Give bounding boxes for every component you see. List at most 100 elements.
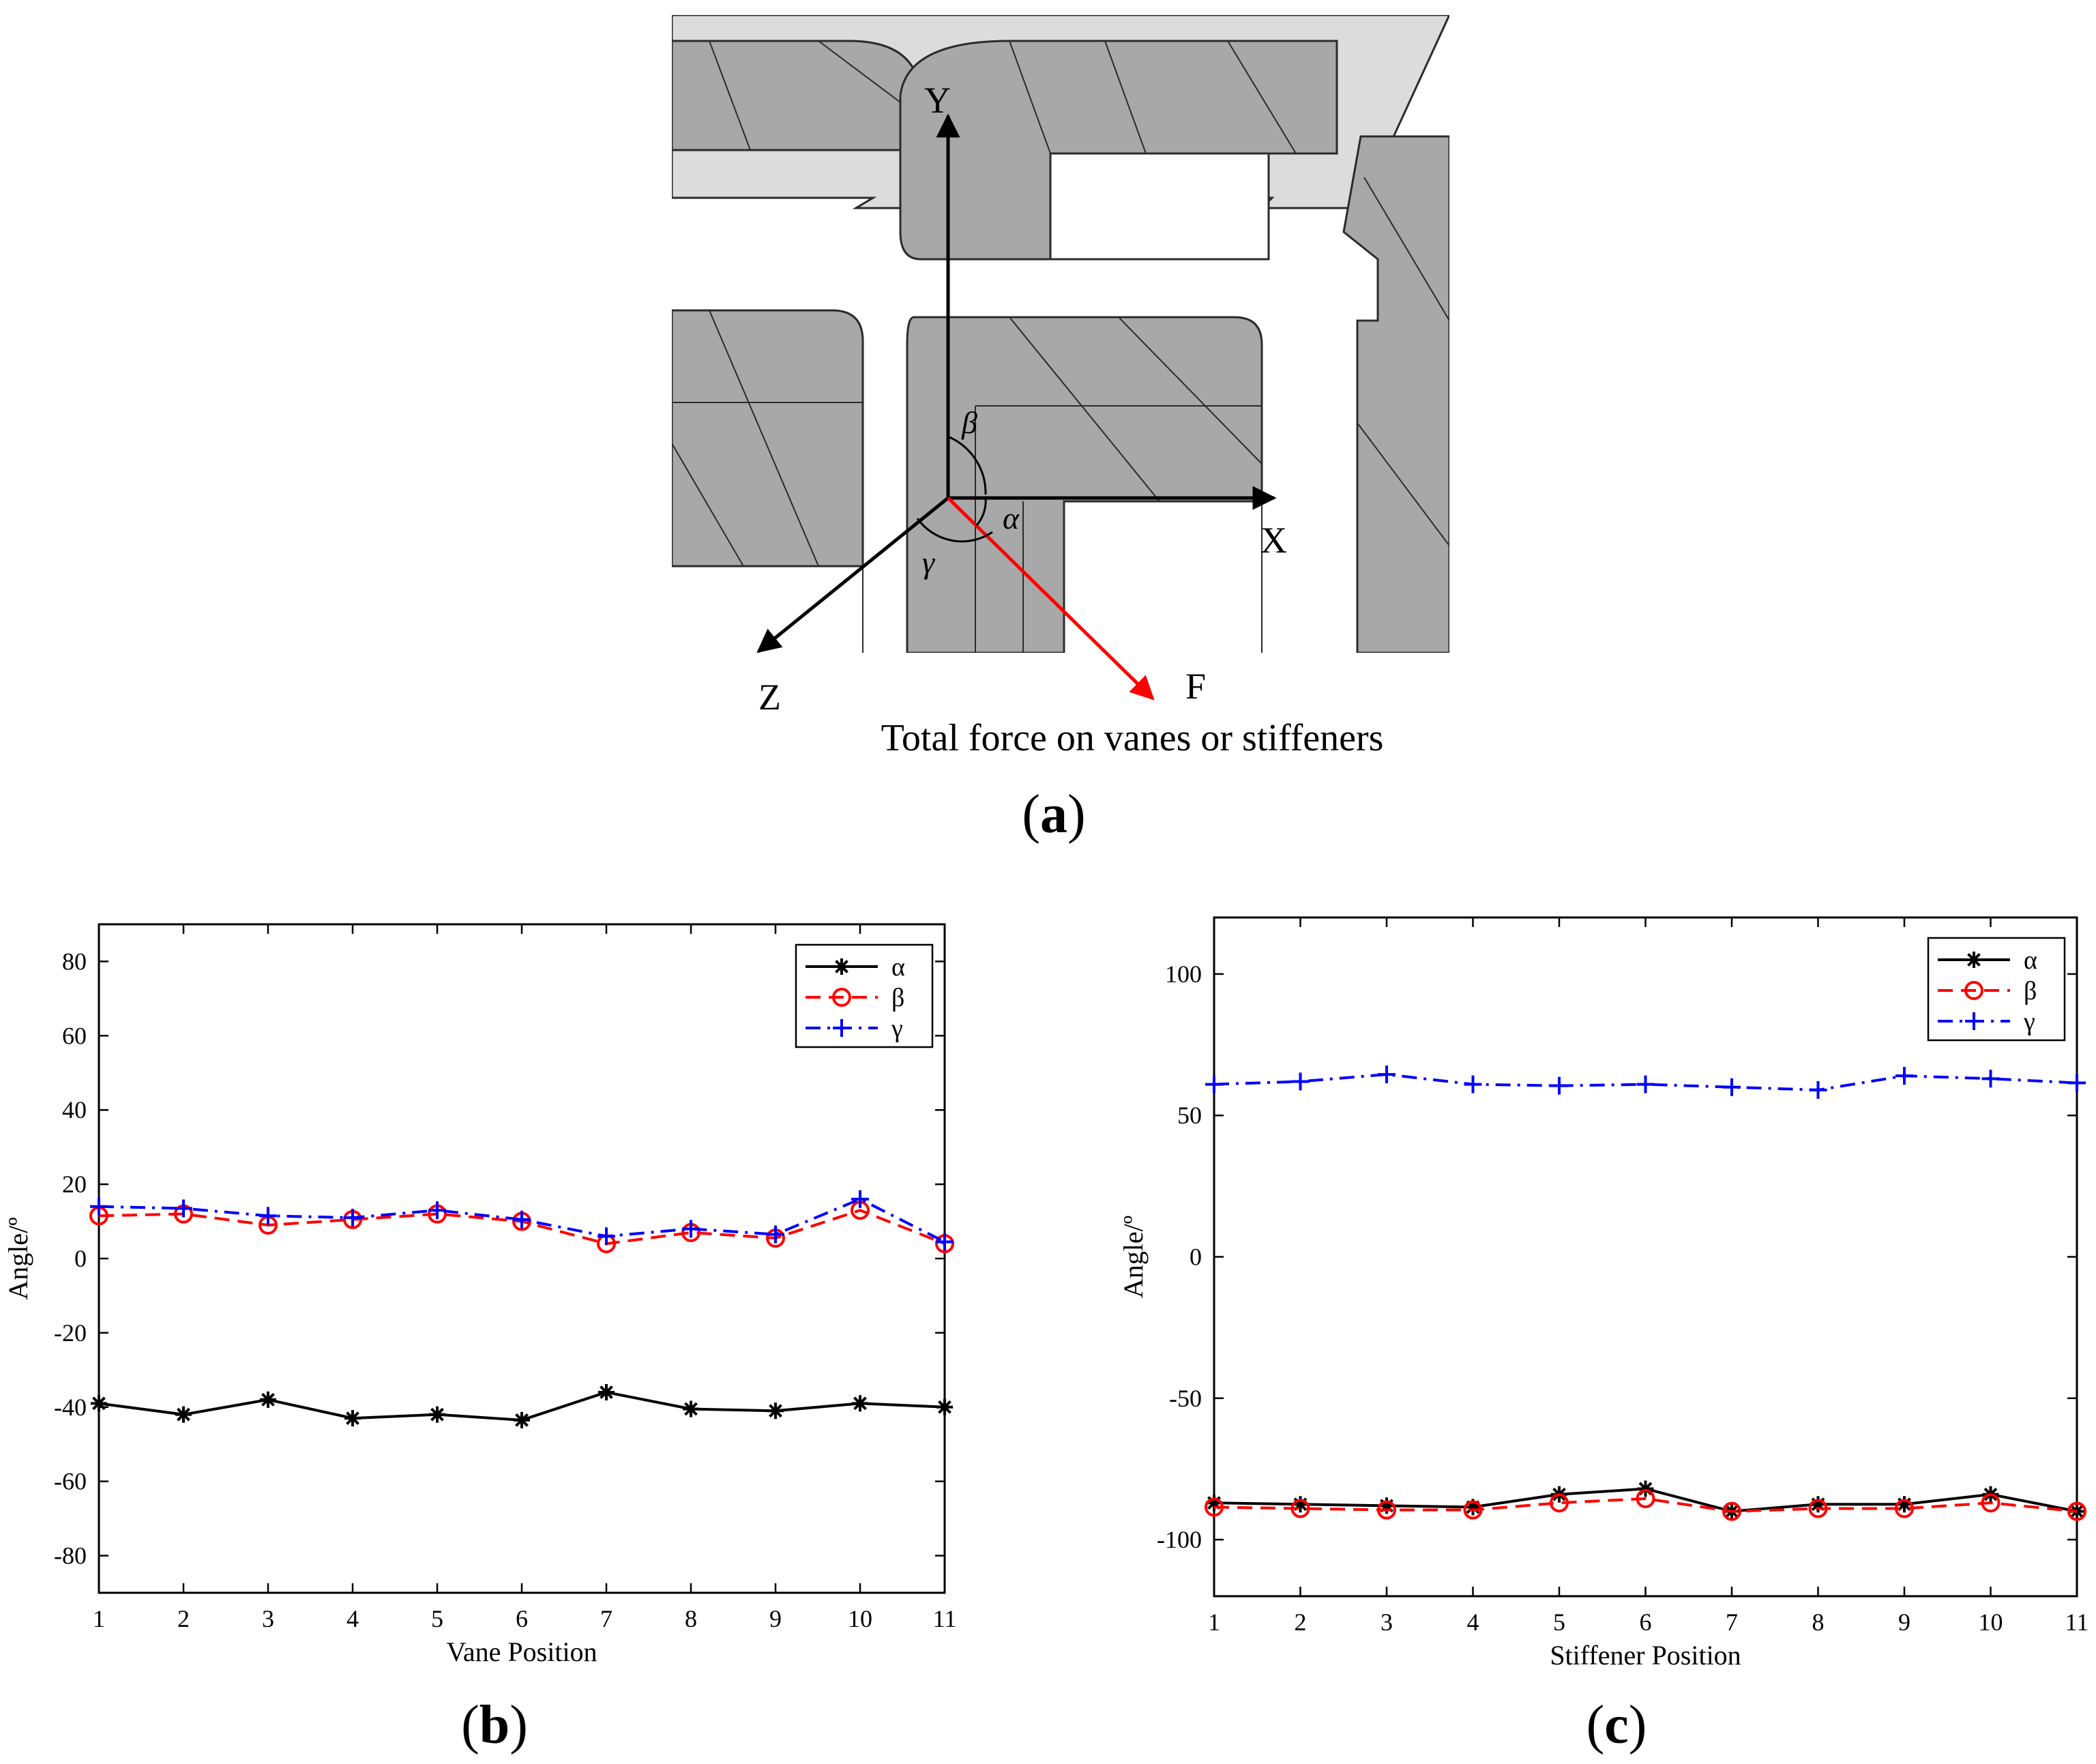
panel-a-caption: Total force on vanes or stiffeners (881, 717, 1384, 759)
vane-right-column (1342, 135, 1449, 653)
vane-chart-legend-marker-ray (835, 960, 848, 973)
stiffener-chart-point (1377, 1500, 1396, 1520)
vane-chart-series-2 (90, 1190, 954, 1251)
stiffener-chart-xtick-label: 11 (2065, 1608, 2089, 1636)
stiffener-chart-point (1550, 1076, 1568, 1095)
vane-chart-point (851, 1190, 869, 1208)
stiffener-chart-point (1895, 1067, 1913, 1085)
stiffener-chart-point-shape (1895, 1499, 1914, 1518)
vane-chart-point-ray (346, 1411, 359, 1426)
stiffener-chart-point (1808, 1499, 1828, 1518)
stiffener-chart-x-axis-label: Stiffener Position (1550, 1640, 1741, 1671)
stiffener-chart-point (1290, 1499, 1310, 1518)
stiffener-chart-xtick-label: 9 (1898, 1608, 1910, 1636)
vane-chart-xtick-label: 10 (848, 1605, 872, 1632)
chart-vane-angles: 1 2 3 4 5 6 7 8 9 10 11 -80 -60 -40 -20 0 20 40 60 80 Vane P… (3, 923, 957, 1667)
vane-chart-xtick-label: 7 (600, 1605, 612, 1632)
stiffener-chart-point-shape (1205, 1497, 1224, 1517)
z-axis-arrow (756, 497, 949, 653)
force-vector-arrow (947, 497, 1155, 701)
vane-chart-ytick-label: -20 (54, 1319, 87, 1347)
stiffener-chart-legend-marker (1966, 952, 1982, 968)
vane-chart-x-axis-label: Vane Position (446, 1636, 597, 1667)
stiffener-chart-point (1205, 1075, 1223, 1093)
vane-chart-ytick-label: -40 (54, 1394, 87, 1421)
stiffener-chart-xtick-label: 8 (1812, 1608, 1825, 1636)
stiffener-chart-legend-marker-ray (1967, 953, 1981, 967)
vane-chart-point (767, 1225, 784, 1244)
vane-chart-point (597, 1227, 615, 1246)
panel-a-label: (a) (1022, 784, 1085, 844)
stiffener-chart-point (1464, 1075, 1482, 1093)
stiffener-chart-ytick-label: -50 (1169, 1385, 1202, 1412)
beta-label: β (961, 405, 977, 440)
vane-chart-ytick-label: 0 (74, 1245, 87, 1272)
vane-chart-point (175, 1199, 192, 1218)
vane-chart-point (259, 1207, 277, 1225)
stiffener-chart-point (1636, 1075, 1655, 1093)
vane-chart-xtick-label: 3 (262, 1605, 274, 1632)
force-label: F (1185, 666, 1206, 707)
stiffener-chart-point (1636, 1488, 1655, 1508)
vane-chart-xtick-label: 9 (769, 1605, 782, 1632)
vane-chart-xtick-label: 11 (933, 1605, 957, 1632)
svg-text:(c): (c) (1586, 1695, 1647, 1755)
vane-chart-legend-marker (833, 1019, 851, 1037)
vane-chart-point (175, 1406, 192, 1423)
panel-a-letter: a (1040, 784, 1067, 844)
stiffener-chart-point-shape (1722, 1501, 1741, 1521)
vane-chart-xtick-label: 8 (685, 1605, 697, 1632)
stiffener-chart-point (1378, 1065, 1396, 1084)
stiffener-chart-point (1291, 1072, 1310, 1091)
stiffener-chart-xtick-label: 1 (1208, 1608, 1220, 1636)
stiffener-chart-ytick-label: -100 (1157, 1526, 1202, 1553)
stiffener-chart-xtick-label: 7 (1726, 1608, 1738, 1636)
stiffener-chart-point-shape (1377, 1500, 1396, 1520)
stiffener-chart-point (1809, 1081, 1827, 1099)
vane-chart-point (91, 1395, 107, 1412)
panel-c-letter: c (1604, 1695, 1629, 1755)
vane-chart-ytick-label: 20 (62, 1171, 87, 1198)
vane-chart-point-ray (853, 1396, 867, 1411)
stiffener-chart-series-2 (1205, 1065, 2086, 1099)
coordinate-axes: Y X Z F β α γ (756, 80, 1287, 718)
stiffener-chart-legend-label: α (2024, 946, 2037, 975)
stiffener-chart-point (2068, 1074, 2086, 1092)
panel-a-schematic: Y X Z F β α γ Total force on vanes or st… (672, 15, 1449, 844)
alpha-label: α (1003, 501, 1020, 535)
vane-chart-series-0 (91, 1384, 953, 1428)
stiffener-chart-point-shape (1808, 1499, 1828, 1518)
stiffener-chart-ytick-label: 0 (1190, 1244, 1202, 1271)
stiffener-chart-point (1981, 1070, 2000, 1088)
vane-chart-point-ray (430, 1407, 444, 1422)
vane-chart-point-ray (261, 1392, 275, 1407)
gamma-label: γ (922, 545, 936, 580)
vane-chart-point (598, 1384, 615, 1400)
vane-chart-legend-marker (832, 988, 851, 1007)
x-axis-label: X (1260, 520, 1287, 561)
vane-chart-point-ray (600, 1385, 613, 1399)
stiffener-chart-point (1722, 1501, 1741, 1521)
stiffener-chart-series-line-1 (1213, 1497, 2078, 1513)
vane-chart-point (429, 1406, 445, 1423)
stiffener-chart-xtick-label: 6 (1640, 1608, 1652, 1636)
vane-chart-point (683, 1400, 699, 1417)
vane-chart-point-ray (92, 1396, 106, 1411)
vane-chart-legend-label: β (891, 984, 904, 1012)
stiffener-chart-legend-label: β (2024, 977, 2037, 1005)
vane-chart-xtick-label: 4 (346, 1605, 359, 1632)
vane-chart-legend-marker-shape (832, 988, 851, 1007)
vane-chart-point-ray (938, 1400, 951, 1414)
vane-chart-ytick-label: 80 (62, 947, 87, 975)
stiffener-chart-xtick-label: 2 (1295, 1608, 1307, 1636)
stiffener-chart-legend: αβγ (1927, 937, 2066, 1042)
stiffener-chart-point (1895, 1499, 1914, 1518)
vane-chart-xtick-label: 1 (93, 1605, 105, 1632)
stiffener-chart-legend-marker (1965, 1012, 1983, 1030)
vane-chart-legend-label: γ (891, 1014, 903, 1043)
stiffener-chart-y-axis-label: Angle/º (1118, 1216, 1149, 1298)
panel-b-letter: b (479, 1695, 510, 1755)
vane-chart-point (428, 1201, 446, 1220)
stiffener-chart-point (1550, 1493, 1569, 1513)
vane-chart-legend-label: α (891, 953, 905, 982)
